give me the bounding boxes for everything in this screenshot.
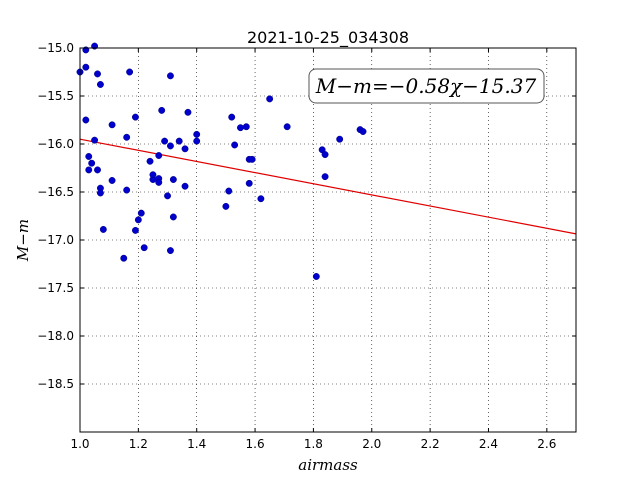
data-point [91,136,99,144]
data-point [231,141,239,149]
data-point [166,247,174,255]
data-point [336,135,344,143]
data-point [193,130,201,138]
data-point [248,155,256,163]
data-point [312,273,320,280]
data-point [321,173,329,181]
y-tick-label: −15.0 [37,41,74,55]
x-axis-label: airmass [298,456,358,474]
data-point [108,177,116,184]
y-axis-label: M−m [14,219,32,262]
y-tick-label: −17.0 [37,233,74,247]
data-point [181,182,189,190]
data-point [85,166,93,174]
annotation-box [308,68,545,104]
data-point [166,72,174,80]
data-point [193,137,201,145]
data-point [164,192,171,200]
data-point [237,124,244,132]
data-point [228,113,236,121]
fit-annotation: M−m=−0.58χ−15.37 [308,68,545,104]
x-tick-label: 2.2 [421,437,440,451]
data-point [161,137,169,145]
data-point [123,133,131,141]
y-tick-label: −15.5 [37,89,74,103]
y-tick-label: −16.5 [37,185,74,199]
y-tick-label: −18.5 [37,377,74,391]
x-tick-label: 1.4 [187,437,206,451]
data-point [245,179,253,187]
grid [79,47,576,432]
data-point [242,123,250,131]
x-tick-label: 2.0 [362,437,381,451]
data-point [126,68,134,76]
data-point [321,151,329,159]
fit-line-group [79,138,577,235]
data-point [131,113,139,121]
x-tick-label: 1.6 [246,437,265,451]
data-point [169,176,177,183]
data-point [222,202,230,210]
data-point [137,209,145,217]
data-point [266,95,274,103]
data-point [149,171,157,179]
fit-equation: M−m=−0.58χ−15.37 [315,74,537,98]
data-points [76,42,367,280]
data-point [99,225,107,233]
data-point [184,108,192,116]
data-point [131,226,139,234]
x-tick-label: 1.8 [304,437,323,451]
data-point [96,189,104,197]
y-tick-label: −17.5 [37,281,74,295]
data-point [94,70,101,78]
data-point [123,186,131,194]
data-point [169,213,177,221]
data-point [85,153,93,160]
data-point [225,187,233,195]
data-point [166,142,174,150]
chart-title: 2021-10-25_034308 [247,28,409,48]
data-point [140,244,148,252]
y-tick-label: −16.0 [37,137,74,151]
x-tick-label: 1.0 [70,437,89,451]
data-point [283,123,291,131]
data-point [146,157,154,165]
data-point [88,159,96,167]
data-point [181,145,189,153]
data-point [108,121,116,129]
fit-line [79,138,577,235]
data-point [82,63,90,71]
data-point [134,216,142,224]
data-point [155,178,163,186]
data-point [155,152,163,159]
data-point [96,81,104,88]
data-point [120,254,128,262]
x-tick-label: 2.6 [537,437,556,451]
axis-ticks: 1.0 1.2 1.4 1.6 1.8 2.0 2.2 2.4 2.6 −15.0 −15.5 −16… [37,41,576,451]
data-point [175,137,183,145]
y-tick-label: −18.0 [37,329,74,343]
data-point [82,116,90,124]
x-tick-label: 1.2 [129,437,148,451]
data-point [158,106,166,114]
data-point [257,195,265,203]
x-tick-label: 2.4 [479,437,498,451]
data-point [359,128,367,135]
data-point [94,166,101,174]
